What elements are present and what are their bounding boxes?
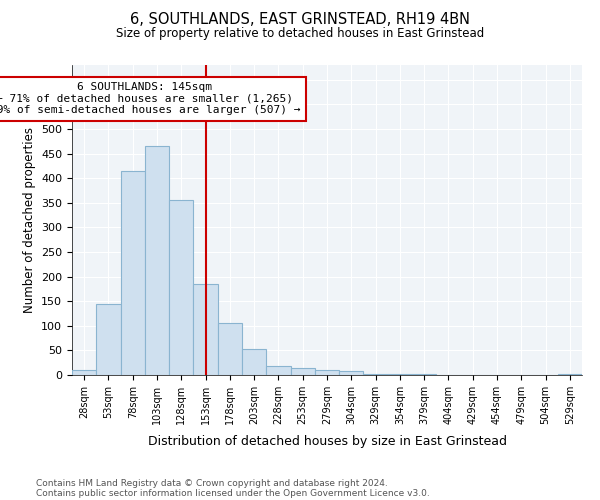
Bar (218, 324, 242, 375)
Bar (315, 370, 339, 375)
Text: 6 SOUTHLANDS: 145sqm
← 71% of detached houses are smaller (1,265)
29% of semi-de: 6 SOUTHLANDS: 145sqm ← 71% of detached h… (0, 82, 300, 116)
Bar (242, 349, 266, 375)
Bar (558, 374, 582, 375)
Bar (145, 146, 169, 375)
Bar (388, 374, 412, 375)
Text: Size of property relative to detached houses in East Grinstead: Size of property relative to detached ho… (116, 28, 484, 40)
Bar (96, 304, 121, 375)
Bar (412, 374, 436, 375)
Bar (290, 368, 315, 375)
Text: Contains public sector information licensed under the Open Government Licence v3: Contains public sector information licen… (36, 488, 430, 498)
Text: 6, SOUTHLANDS, EAST GRINSTEAD, RH19 4BN: 6, SOUTHLANDS, EAST GRINSTEAD, RH19 4BN (130, 12, 470, 28)
Bar (193, 284, 218, 375)
X-axis label: Distribution of detached houses by size in East Grinstead: Distribution of detached houses by size … (148, 435, 506, 448)
Bar (266, 366, 290, 375)
Y-axis label: Number of detached properties: Number of detached properties (23, 127, 35, 313)
Bar (169, 200, 193, 375)
Text: Contains HM Land Registry data © Crown copyright and database right 2024.: Contains HM Land Registry data © Crown c… (36, 478, 388, 488)
Bar (339, 371, 364, 375)
Bar (364, 374, 388, 375)
Bar (72, 370, 96, 375)
Bar (121, 171, 145, 375)
